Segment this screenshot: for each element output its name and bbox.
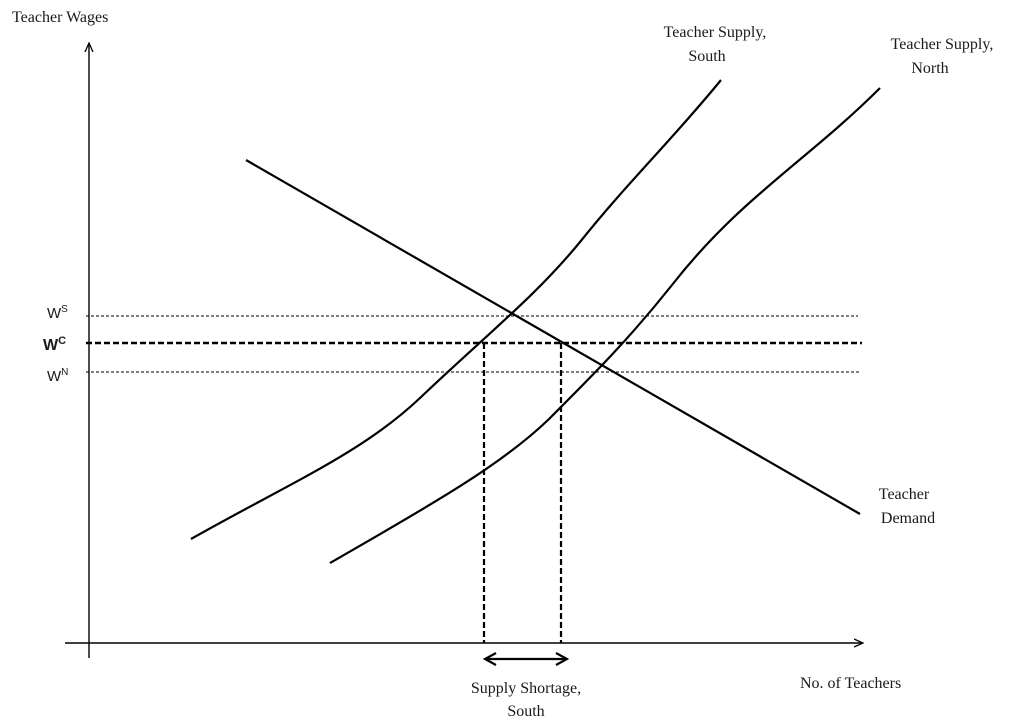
x-axis-title: No. of Teachers [800, 675, 901, 692]
wage-label-common: WC [43, 335, 66, 354]
supply-shortage-label: Supply Shortage, South [471, 680, 585, 720]
wage-label-south: WS [47, 304, 68, 322]
teacher-demand-curve [245, 159, 861, 515]
wage-label-north: WN [47, 367, 68, 385]
demand-label: Teacher Demand [879, 486, 935, 527]
y-axis-title: Teacher Wages [12, 9, 108, 26]
teacher-supply-south-curve [190, 79, 722, 540]
teacher-supply-north-curve [329, 87, 881, 564]
supply-north-label: Teacher Supply, North [891, 36, 998, 77]
supply-south-label: Teacher Supply, South [664, 24, 771, 65]
